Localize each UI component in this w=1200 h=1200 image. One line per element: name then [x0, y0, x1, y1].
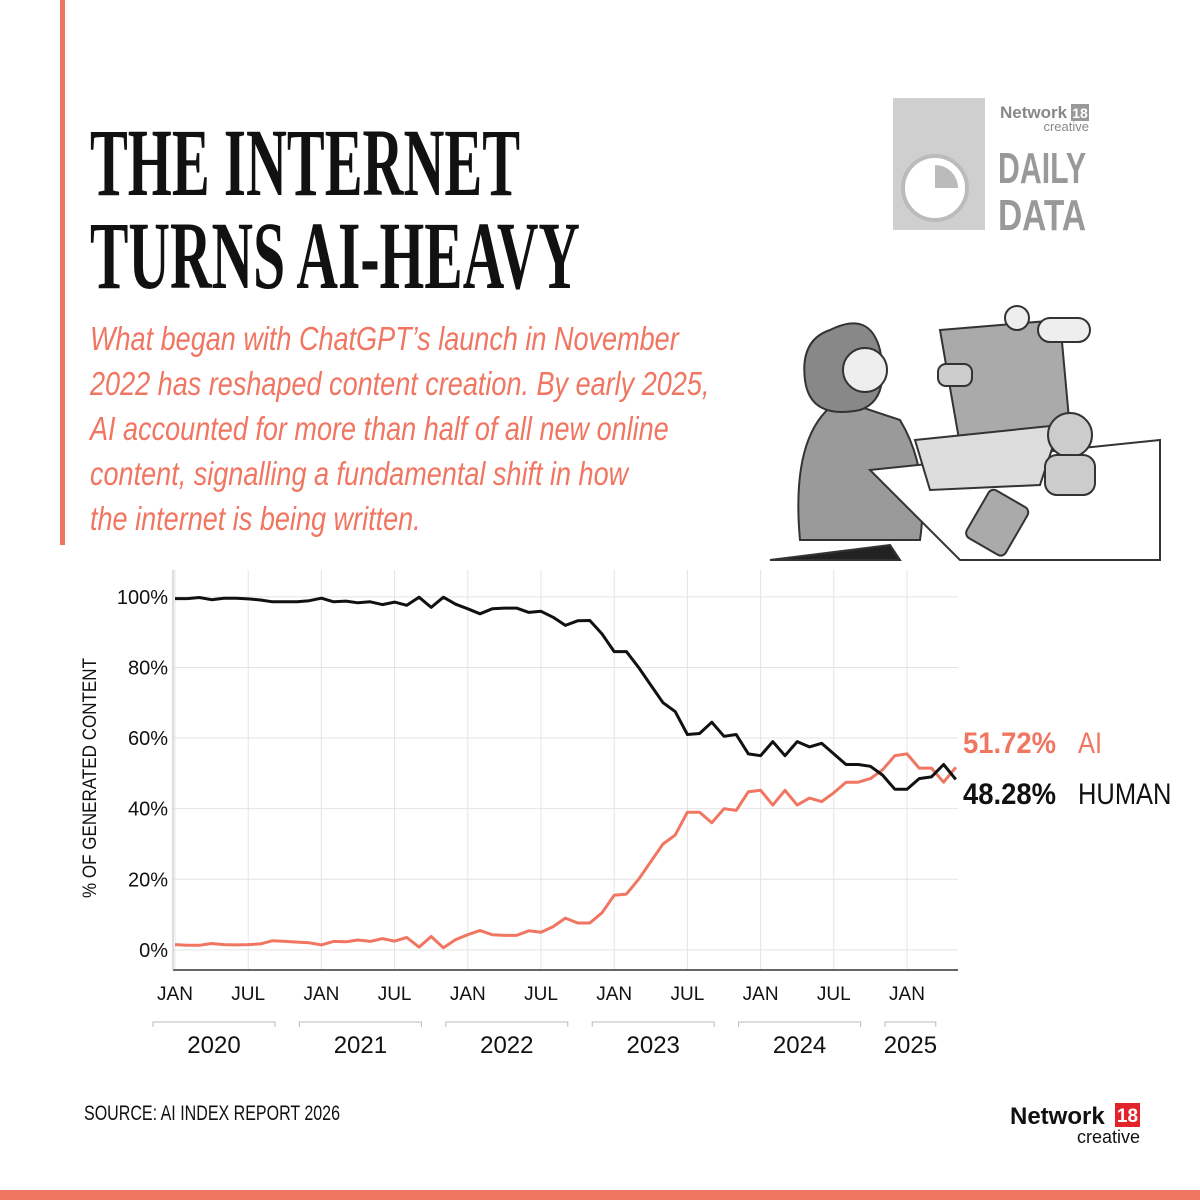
logo-daily: DAILY	[998, 144, 1086, 193]
x-tick-label: JAN	[450, 984, 486, 1005]
end-value-label: 51.72%	[963, 727, 1056, 760]
brand-creative: creative	[1043, 119, 1089, 134]
chat-bubble	[937, 363, 973, 387]
subtitle-line: AI accounted for more than half of all n…	[88, 412, 669, 448]
x-tick-label: JAN	[743, 984, 779, 1005]
brand-badge	[1071, 104, 1089, 121]
brand-network: Network	[1000, 103, 1068, 122]
year-label: 2022	[480, 1032, 533, 1059]
year-bracket	[152, 1021, 276, 1027]
end-value-label: 48.28%	[963, 778, 1056, 811]
y-tick-label: 40%	[128, 799, 168, 821]
footer-logo: Network 18 creative	[1010, 1103, 1140, 1147]
year-bracket	[298, 1021, 422, 1027]
year-bracket	[591, 1021, 715, 1027]
year-bracket	[884, 1021, 937, 1027]
bottom-bar	[0, 1190, 1200, 1200]
laptop-base	[913, 423, 1062, 492]
subtitle-line: What began with ChatGPT’s launch in Nove…	[90, 322, 680, 358]
person-chair	[769, 543, 902, 561]
y-tick-label: 20%	[128, 869, 168, 891]
x-tick-label: JAN	[157, 984, 193, 1005]
y-axis-label: % OF GENERATED CONTENT	[80, 658, 101, 898]
footer-badge	[1115, 1103, 1140, 1127]
footer-number: 18	[1117, 1106, 1138, 1127]
x-tick-label: JUL	[378, 984, 412, 1005]
x-tick-label: JUL	[671, 984, 705, 1005]
brand-number: 18	[1072, 105, 1088, 121]
legend-label: AI	[1078, 726, 1102, 759]
source: SOURCE: AI INDEX REPORT 2026	[84, 1102, 340, 1125]
year-label: 2024	[773, 1032, 826, 1059]
subtitle: What began with ChatGPT’s launch in Nove…	[88, 322, 709, 538]
check-bubble	[1004, 305, 1030, 331]
legend-label: HUMAN	[1078, 777, 1171, 810]
y-tick-label: 100%	[117, 587, 168, 609]
footer-network: Network	[1010, 1103, 1105, 1130]
title-line: THE INTERNET	[90, 109, 520, 216]
year-label: 2023	[627, 1032, 680, 1059]
subtitle-line: the internet is being written.	[90, 502, 421, 538]
illustration	[769, 305, 1161, 561]
y-tick-label: 80%	[128, 657, 168, 679]
x-tick-label: JAN	[889, 984, 925, 1005]
year-bracket	[738, 1021, 862, 1027]
year-label: 2020	[187, 1032, 240, 1059]
year-label: 2025	[884, 1032, 937, 1059]
robot-head	[1047, 412, 1093, 458]
subtitle-line: content, signalling a fundamental shift …	[90, 457, 630, 493]
x-tick-label: JAN	[596, 984, 632, 1005]
logo-icon	[935, 165, 958, 188]
phone	[965, 488, 1030, 557]
robot-body	[1044, 454, 1096, 496]
year-bracket	[445, 1021, 569, 1027]
logo-data: DATA	[998, 191, 1086, 240]
title-line: TURNS AI-HEAVY	[90, 202, 580, 309]
y-tick-label: 60%	[128, 728, 168, 750]
subtitle-line: 2022 has reshaped content creation. By e…	[89, 367, 709, 403]
y-tick-label: 0%	[139, 940, 168, 962]
series-line	[175, 595, 957, 791]
daily-data-logo: Network 18 creative DAILY DATA	[893, 98, 1089, 240]
x-tick-label: JUL	[231, 984, 265, 1005]
x-tick-label: JUL	[524, 984, 558, 1005]
year-label: 2021	[334, 1032, 387, 1059]
accent-bar	[60, 0, 65, 545]
person-face	[842, 347, 888, 393]
x-tick-label: JAN	[303, 984, 339, 1005]
series-line	[174, 752, 957, 950]
x-tick-label: JUL	[817, 984, 851, 1005]
footer-creative: creative	[1077, 1127, 1140, 1147]
chat-bubble	[1037, 317, 1091, 343]
